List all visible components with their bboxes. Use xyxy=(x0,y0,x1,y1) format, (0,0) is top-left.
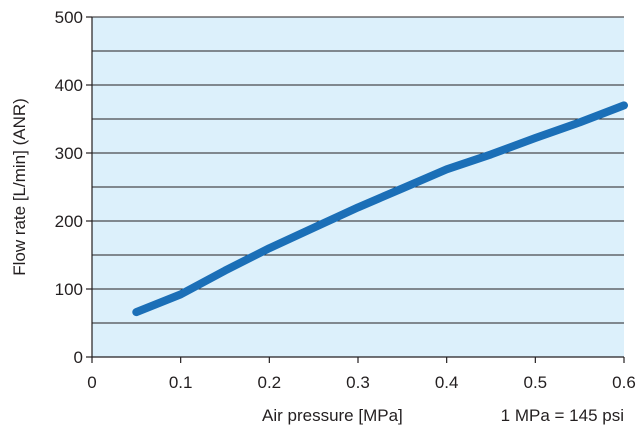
y-tick-label: 100 xyxy=(55,280,83,299)
x-axis-title: Air pressure [MPa] xyxy=(262,406,403,425)
y-tick-labels: 0 100 200 300 400 500 xyxy=(55,8,92,367)
y-tick-label: 400 xyxy=(55,76,83,95)
y-tick-label: 500 xyxy=(55,8,83,27)
x-axis-unit-note: 1 MPa = 145 psi xyxy=(501,406,624,425)
x-tick-label: 0.1 xyxy=(169,373,193,392)
y-tick-label: 200 xyxy=(55,212,83,231)
x-tick-label: 0.6 xyxy=(612,373,636,392)
y-tick-label: 0 xyxy=(74,348,83,367)
series-line xyxy=(132,101,628,317)
x-tick-label: 0.2 xyxy=(258,373,282,392)
x-tick-label: 0.4 xyxy=(435,373,459,392)
y-tick-label: 300 xyxy=(55,144,83,163)
x-tick-labels: 0 0.1 0.2 0.3 0.4 0.5 0.6 xyxy=(87,357,636,392)
y-axis-title: Flow rate [L/min] (ANR) xyxy=(10,98,29,276)
x-tick-label: 0.3 xyxy=(346,373,370,392)
x-tick-label: 0 xyxy=(87,373,96,392)
series-group xyxy=(132,101,628,317)
gridlines xyxy=(92,16,624,324)
x-tick-label: 0.5 xyxy=(524,373,548,392)
